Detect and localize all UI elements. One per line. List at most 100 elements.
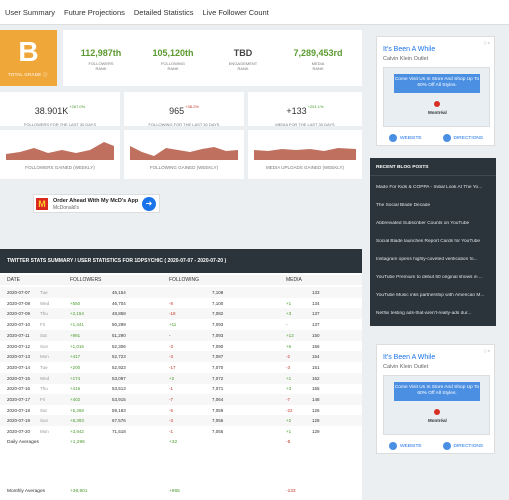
ad-map[interactable]: Come Visit Us In Store And Shop Up To 60… [383, 67, 490, 127]
cell-gd: -8 [169, 300, 174, 306]
cell-day: Wed [40, 300, 50, 306]
table-row: 2020-07-11 Sat +991 51,290 - 7,093 +13 150 [0, 329, 362, 341]
cell-fv: 52,723 [112, 354, 126, 360]
cell-day: Wed [40, 375, 50, 381]
cell-fd: +402 [70, 397, 81, 402]
followers-30-days-card: 38.901K+267.0% FOLLOWERS FOR THE LAST 30… [0, 92, 120, 127]
media-30-days-card: +133+251.1% MEDIA FOR THE LAST 30 DAYS [248, 92, 362, 127]
cell-mv: 128 [312, 418, 320, 424]
following-30-days-label: FOLLOWING FOR THE LAST 30 DAYS [148, 122, 220, 127]
calvin-klein-ad-top[interactable]: ⓘ ✕ It's Been A While Calvin Klein Outle… [376, 36, 495, 146]
ad-bubble-text: Come Visit Us In Store And Shop Up To 60… [394, 74, 480, 93]
ad-website-label: WEBSITE [400, 443, 422, 449]
ad-choices-icon[interactable]: ⓘ ✕ [483, 349, 490, 353]
cell-fv: 71,518 [112, 429, 126, 435]
cell-day: Sun [40, 343, 49, 349]
cell-day: Fri [40, 322, 46, 328]
ad-website-button[interactable]: WEBSITE [383, 439, 437, 453]
table-row: 2020-07-16 Thu +416 53,513 -1 7,071 +3 155 [0, 383, 362, 394]
cell-fv: 46,154 [112, 290, 126, 295]
cell-gv: 7,100 [212, 300, 224, 306]
cell-gd: -3 [169, 418, 174, 424]
cell-fv: 53,097 [112, 375, 126, 381]
following-weekly-sparkline [130, 146, 238, 160]
cell-gv: 7,071 [212, 386, 224, 392]
following-rank: 105,120th FOLLOWING RANK [143, 48, 203, 71]
table-row: 2020-07-09 Thu +2,154 48,858 -18 7,082 +3 137 [0, 308, 362, 320]
cell-fv: 46,704 [112, 300, 126, 306]
cell-date: 2020-07-17 [7, 397, 31, 402]
cell-md: - [286, 322, 288, 328]
followers-rank-value: 112,987th [80, 48, 122, 58]
cell-md: +2 [286, 418, 292, 424]
media-weekly-chart-card: MEDIA UPLOADS GAINED (WEEKLY) [248, 130, 362, 179]
cell-fd: +550 [70, 300, 81, 306]
cell-gv: 7,087 [212, 354, 224, 360]
table-row: 2020-07-07 Tue 46,154 7,108 133 [0, 287, 362, 298]
cell-gd: - [169, 332, 171, 338]
ad-directions-button[interactable]: DIRECTIONS [437, 439, 491, 453]
media-rank-value: 7,289,453rd [293, 48, 343, 58]
blog-post-link[interactable]: YouTube Music inks partnership with Amer… [376, 293, 485, 298]
blog-post-link[interactable]: Social Blade launches Report Cards for Y… [376, 239, 481, 244]
cell-md: -7 [286, 397, 291, 402]
cell-gd: -1 [169, 386, 174, 392]
nav-future-projections[interactable]: Future Projections [64, 7, 125, 17]
ad-directions-label: DIRECTIONS [453, 135, 484, 141]
blog-post-link[interactable]: YouTube Premium to debut 50 original sho… [376, 275, 483, 280]
cell-date: 2020-07-10 [7, 322, 31, 328]
cell-gv: 7,072 [212, 375, 224, 381]
media-rank: 7,289,453rd MEDIA RANK [281, 48, 355, 71]
daily-averages-row: Daily Averages +1,296 +32 -5 [0, 437, 362, 448]
cell-mv: 137 [312, 311, 320, 317]
cell-gv: 7,055 [212, 429, 224, 435]
nav-live-follower-count[interactable]: Live Follower Count [202, 7, 269, 17]
ad-website-label: WEBSITE [400, 135, 422, 141]
total-grade-card: B TOTAL GRADE ⓘ [0, 30, 57, 86]
cell-date: 2020-07-20 [7, 429, 31, 435]
following-30-days-card: 965+38.2% FOLLOWING FOR THE LAST 30 DAYS [124, 92, 244, 127]
directions-icon [442, 134, 451, 142]
cell-day: Mon [40, 354, 49, 360]
grade-label: TOTAL GRADE ⓘ [8, 72, 48, 77]
ad-headline: It's Been A While [383, 46, 436, 53]
cell-date: 2020-07-09 [7, 311, 31, 317]
table-row: 2020-07-14 Tue +200 52,923 -17 7,070 -3 151 [0, 362, 362, 373]
calvin-klein-ad-bottom[interactable]: ⓘ ✕ It's Been A While Calvin Klein Outle… [376, 344, 495, 454]
cell-gd: -7 [169, 397, 174, 402]
cell-date: 2020-07-12 [7, 343, 31, 349]
engagement-rank-sublabel: RANK [237, 66, 249, 71]
cell-mv: 150 [312, 332, 320, 338]
mcdonalds-ad[interactable]: M Order Ahead With My McD's App McDonald… [33, 194, 160, 213]
blog-post-link[interactable]: Netflix testing ads-that-aren't-really-a… [376, 311, 472, 316]
blog-post-link[interactable]: Made For Kids & COPPA - Initial Look At … [376, 185, 483, 190]
following-weekly-label: FOLLOWING GAINED (WEEKLY) [149, 165, 219, 170]
map-pin-icon [434, 101, 440, 107]
cell-md: -22 [286, 407, 293, 413]
monthly-label: Monthly Averages [7, 489, 46, 494]
cell-fv: 51,290 [112, 332, 126, 338]
cell-day: Sat [40, 407, 47, 413]
cell-md: +3 [286, 386, 292, 392]
globe-icon [389, 442, 397, 450]
ad-brand: Calvin Klein Outlet [383, 364, 429, 370]
ad-map[interactable]: Come Visit Us In Store And Shop Up To 60… [383, 375, 490, 435]
cell-gv: 7,082 [212, 311, 224, 317]
cell-day: Mon [40, 429, 49, 435]
ad-directions-button[interactable]: DIRECTIONS [437, 131, 491, 145]
cell-fv: 48,858 [112, 311, 126, 317]
cell-fd: +5,268 [70, 407, 84, 413]
blog-post-link[interactable]: Abbreviated Subscriber Counts on YouTube [376, 221, 470, 226]
engagement-rank-value: TBD [233, 48, 253, 58]
cell-md: +6 [286, 343, 292, 349]
blog-post-link[interactable]: Instagram opens highly-coveted verificat… [376, 257, 478, 262]
blog-post-link[interactable]: The Social Blade Decade [376, 203, 431, 208]
directions-arrow-icon[interactable]: ➜ [142, 197, 156, 211]
map-pin-icon [434, 409, 440, 415]
nav-detailed-statistics[interactable]: Detailed Statistics [133, 7, 194, 17]
ad-choices-icon[interactable]: ⓘ ✕ [483, 41, 490, 45]
nav-user-summary[interactable]: User Summary [5, 7, 56, 17]
ad-website-button[interactable]: WEBSITE [383, 131, 437, 145]
ad-headline: It's Been A While [383, 354, 436, 361]
cell-day: Fri [40, 397, 46, 402]
